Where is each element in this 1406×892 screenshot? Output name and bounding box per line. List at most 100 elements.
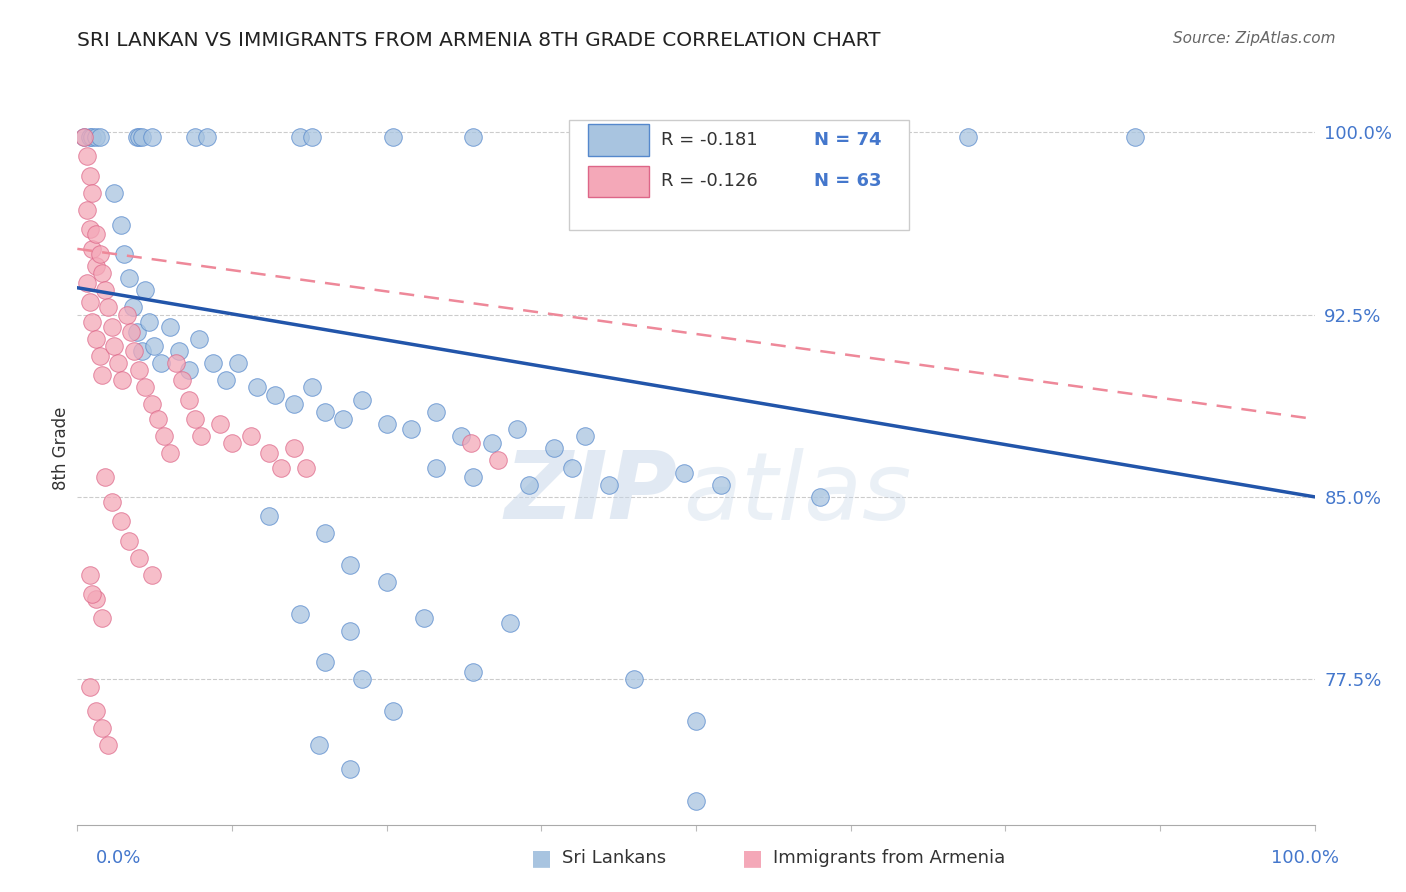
Point	[672, 466, 695, 480]
Point	[79, 680, 101, 694]
Point	[118, 271, 141, 285]
Text: atlas: atlas	[683, 448, 912, 539]
Point	[143, 339, 166, 353]
Point	[412, 611, 434, 625]
Point	[91, 266, 114, 280]
Point	[82, 130, 104, 145]
Point	[239, 429, 262, 443]
Text: ■: ■	[531, 848, 551, 868]
Point	[110, 218, 132, 232]
Point	[128, 130, 150, 145]
Point	[79, 130, 101, 145]
Text: R = -0.126: R = -0.126	[661, 172, 758, 190]
Point	[314, 655, 336, 669]
Point	[301, 130, 323, 145]
Point	[295, 460, 318, 475]
Point	[425, 405, 447, 419]
Point	[141, 130, 163, 145]
Point	[72, 130, 94, 145]
Point	[401, 422, 423, 436]
Point	[153, 429, 176, 443]
Point	[463, 130, 485, 145]
Point	[167, 343, 190, 358]
Point	[339, 624, 361, 638]
Y-axis label: 8th Grade: 8th Grade	[52, 407, 70, 490]
Point	[208, 417, 231, 431]
Point	[76, 149, 98, 163]
Text: 100.0%: 100.0%	[1271, 849, 1339, 867]
Point	[128, 550, 150, 565]
Point	[82, 315, 104, 329]
Point	[314, 405, 336, 419]
Point	[808, 490, 831, 504]
Point	[101, 494, 124, 508]
Point	[561, 460, 583, 475]
Point	[957, 130, 980, 145]
Point	[172, 373, 194, 387]
Point	[184, 130, 207, 145]
Point	[190, 429, 212, 443]
Point	[463, 665, 485, 679]
Point	[375, 574, 398, 589]
Point	[450, 429, 472, 443]
Point	[350, 392, 373, 407]
Point	[79, 295, 101, 310]
Point	[110, 514, 132, 528]
Point	[246, 380, 269, 394]
Point	[84, 227, 107, 242]
Point	[270, 460, 292, 475]
Point	[184, 412, 207, 426]
Point	[76, 202, 98, 217]
Point	[141, 567, 163, 582]
Point	[146, 412, 169, 426]
Point	[138, 315, 160, 329]
Point	[159, 446, 181, 460]
Point	[84, 704, 107, 718]
Point	[97, 738, 120, 752]
Point	[288, 607, 311, 621]
Point	[425, 460, 447, 475]
Text: N = 74: N = 74	[814, 131, 882, 149]
Point	[283, 397, 305, 411]
Point	[79, 567, 101, 582]
Point	[84, 332, 107, 346]
Point	[257, 446, 280, 460]
Point	[314, 526, 336, 541]
Point	[710, 477, 733, 491]
Point	[221, 436, 243, 450]
Point	[128, 363, 150, 377]
Point	[118, 533, 141, 548]
Point	[97, 300, 120, 314]
Point	[131, 130, 153, 145]
Point	[598, 477, 620, 491]
Text: ■: ■	[742, 848, 762, 868]
Point	[481, 436, 503, 450]
Point	[288, 130, 311, 145]
Point	[623, 672, 645, 686]
Point	[159, 319, 181, 334]
Text: Immigrants from Armenia: Immigrants from Armenia	[773, 849, 1005, 867]
Point	[141, 397, 163, 411]
Point	[517, 477, 540, 491]
Point	[499, 616, 522, 631]
Point	[79, 222, 101, 236]
Point	[339, 558, 361, 572]
Text: Sri Lankans: Sri Lankans	[562, 849, 666, 867]
Point	[283, 441, 305, 455]
Point	[122, 343, 145, 358]
Point	[486, 453, 509, 467]
Point	[226, 356, 249, 370]
Text: Source: ZipAtlas.com: Source: ZipAtlas.com	[1173, 31, 1336, 46]
Point	[101, 319, 124, 334]
Point	[685, 794, 707, 808]
Point	[72, 130, 94, 145]
Point	[332, 412, 354, 426]
Text: 0.0%: 0.0%	[96, 849, 141, 867]
Text: R = -0.181: R = -0.181	[661, 131, 758, 149]
Point	[301, 380, 323, 394]
Point	[134, 283, 156, 297]
Point	[84, 130, 107, 145]
Point	[89, 130, 111, 145]
Point	[1123, 130, 1146, 145]
Point	[165, 356, 187, 370]
